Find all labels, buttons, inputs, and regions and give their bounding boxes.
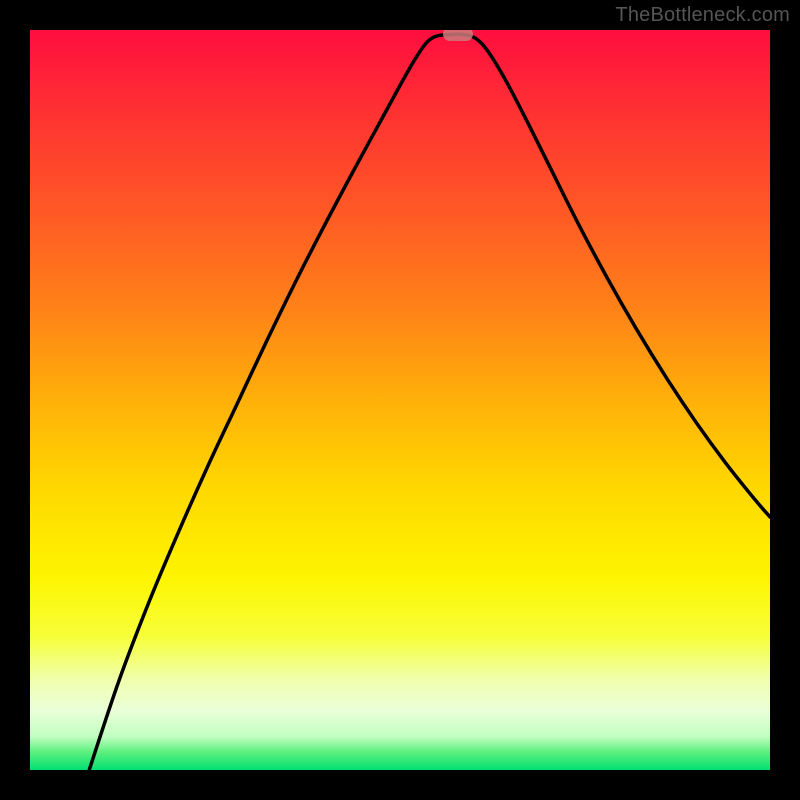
attribution-label: TheBottleneck.com (615, 4, 790, 27)
minimum-marker (443, 30, 473, 41)
plot-area (30, 30, 770, 770)
bottleneck-curve (30, 30, 770, 770)
chart-container: TheBottleneck.com (0, 0, 800, 800)
